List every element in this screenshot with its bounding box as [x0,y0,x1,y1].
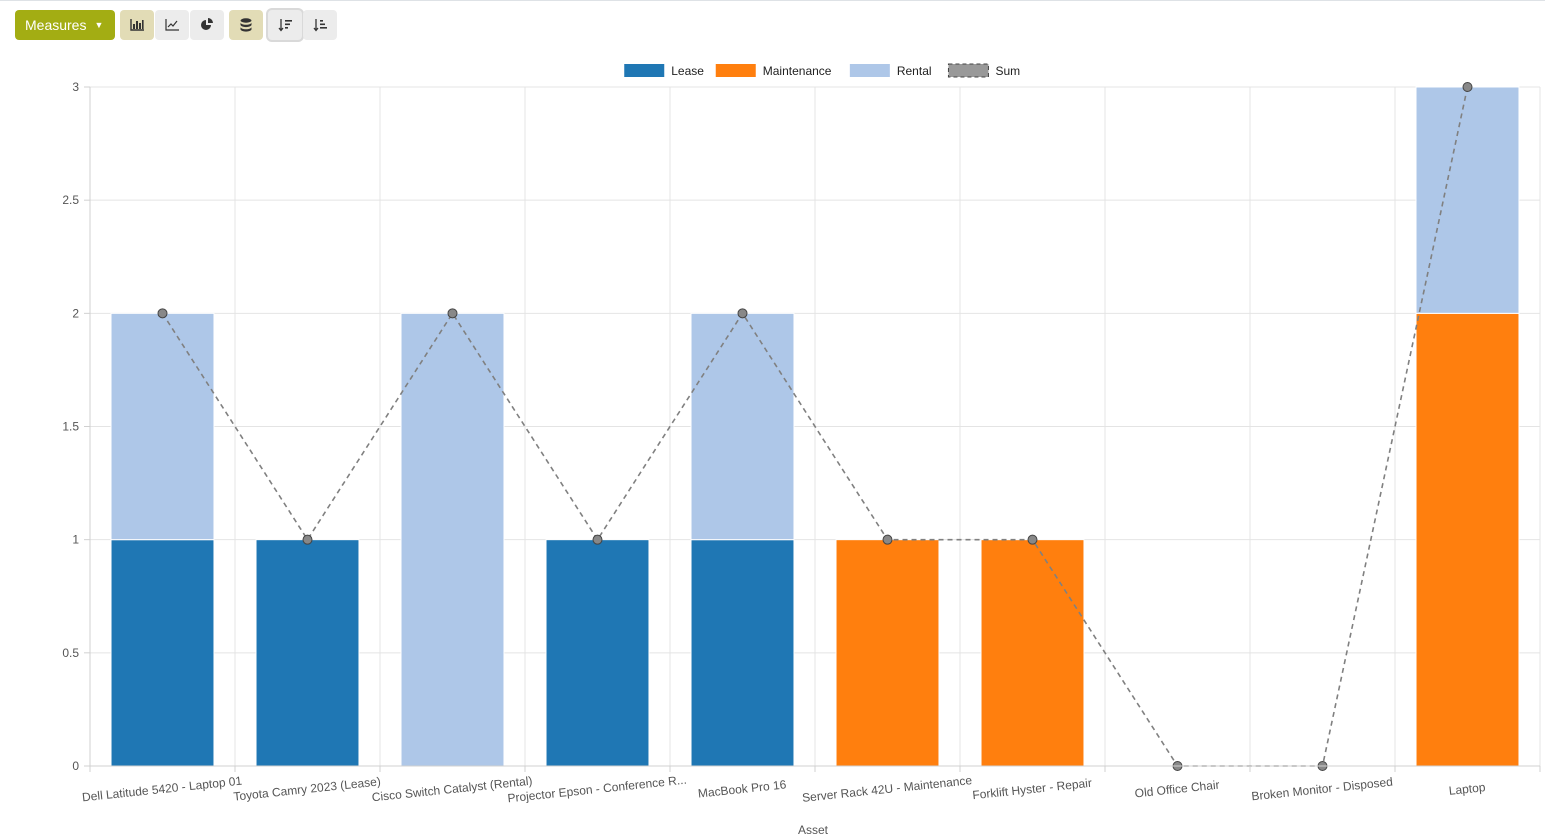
x-axis-title: Asset [798,823,829,837]
legend-swatch-sum[interactable] [947,63,989,78]
x-tick-label: Projector Epson - Conference R... [507,773,688,806]
bar-lease[interactable] [110,539,215,767]
chevron-down-icon: ▼ [94,19,104,30]
bar-chart-button[interactable] [120,9,155,40]
x-tick-label: Toyota Camry 2023 (Lease) [233,774,382,803]
y-axis: 0 0.5 1 1.5 2 2.5 3 [62,80,91,773]
x-tick-label: Server Rack 42U - Maintenance [801,773,973,805]
sum-point[interactable] [302,534,313,545]
bar-rental[interactable] [1415,86,1520,314]
pie-chart-button[interactable] [190,9,225,40]
chart-toolbar: Measures ▼ [15,9,338,40]
legend-swatch-lease[interactable] [624,64,665,77]
y-tick-label: 1 [72,533,79,547]
legend-label-maintenance[interactable]: Maintenance [763,64,832,78]
y-tick-label: 0 [72,759,79,773]
sum-point[interactable] [447,308,458,319]
bars [110,86,1520,767]
bar-chart-icon [130,18,145,31]
bar-maintenance[interactable] [980,539,1085,767]
sum-point[interactable] [157,308,168,319]
measures-label: Measures [25,16,87,33]
sum-point[interactable] [592,534,603,545]
sum-point[interactable] [1462,82,1473,92]
sum-point[interactable] [882,534,893,545]
top-divider [0,0,1545,1]
sum-point[interactable] [1027,534,1038,545]
y-tick-label: 1.5 [62,420,79,434]
bar-lease[interactable] [545,539,650,767]
sum-point[interactable] [737,308,748,319]
x-tick-label: MacBook Pro 16 [697,777,787,800]
line-chart-button[interactable] [155,9,190,40]
legend-label-rental[interactable]: Rental [897,64,932,78]
legend-swatch-maintenance[interactable] [715,64,756,77]
y-tick-label: 2 [72,306,79,320]
legend-label-lease[interactable]: Lease [671,64,704,78]
sort-descending-icon [278,18,293,32]
stacked-icon [240,17,252,32]
legend-label-sum[interactable]: Sum [995,64,1020,78]
x-tick-label: Old Office Chair [1134,778,1220,801]
sort-ascending-icon [313,18,328,32]
x-tick-label: Laptop [1448,780,1486,798]
bar-maintenance[interactable] [1415,312,1520,767]
bar-maintenance[interactable] [835,539,940,767]
sort-descending-button[interactable] [268,9,303,40]
measures-dropdown-button[interactable]: Measures ▼ [15,9,116,40]
bar-rental[interactable] [400,312,505,767]
x-tick-label: Forklift Hyster - Repair [972,776,1093,802]
bar-rental[interactable] [110,312,215,541]
y-tick-label: 2.5 [62,193,79,207]
y-tick-label: 3 [72,80,79,94]
sort-ascending-button[interactable] [303,9,338,40]
stacked-button[interactable] [229,9,264,40]
y-tick-label: 0.5 [62,646,79,660]
line-chart-icon [165,18,180,31]
bar-rental[interactable] [690,312,795,541]
bar-lease[interactable] [690,539,795,767]
x-tick-label: Broken Monitor - Disposed [1251,775,1394,804]
pie-chart-icon [200,17,214,32]
legend: Lease Maintenance Rental Sum [624,63,1020,78]
stacked-bar-chart: 0 0.5 1 1.5 2 2.5 3 Dell Latitude 5420 - Lapto… [62,63,1541,837]
bar-lease[interactable] [255,539,360,767]
legend-swatch-rental[interactable] [849,64,890,77]
x-tick-label: Dell Latitude 5420 - Laptop 01 [81,774,243,805]
